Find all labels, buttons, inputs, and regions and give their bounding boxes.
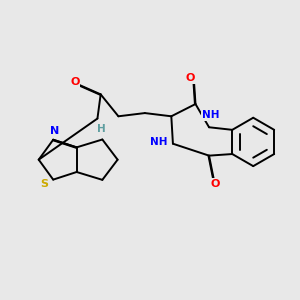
Text: N: N xyxy=(50,126,59,136)
Text: H: H xyxy=(97,124,106,134)
Text: NH: NH xyxy=(150,137,167,147)
Text: O: O xyxy=(70,77,80,87)
Text: O: O xyxy=(186,73,195,83)
Text: NH: NH xyxy=(202,110,219,120)
Text: S: S xyxy=(40,179,48,190)
Text: O: O xyxy=(211,179,220,189)
